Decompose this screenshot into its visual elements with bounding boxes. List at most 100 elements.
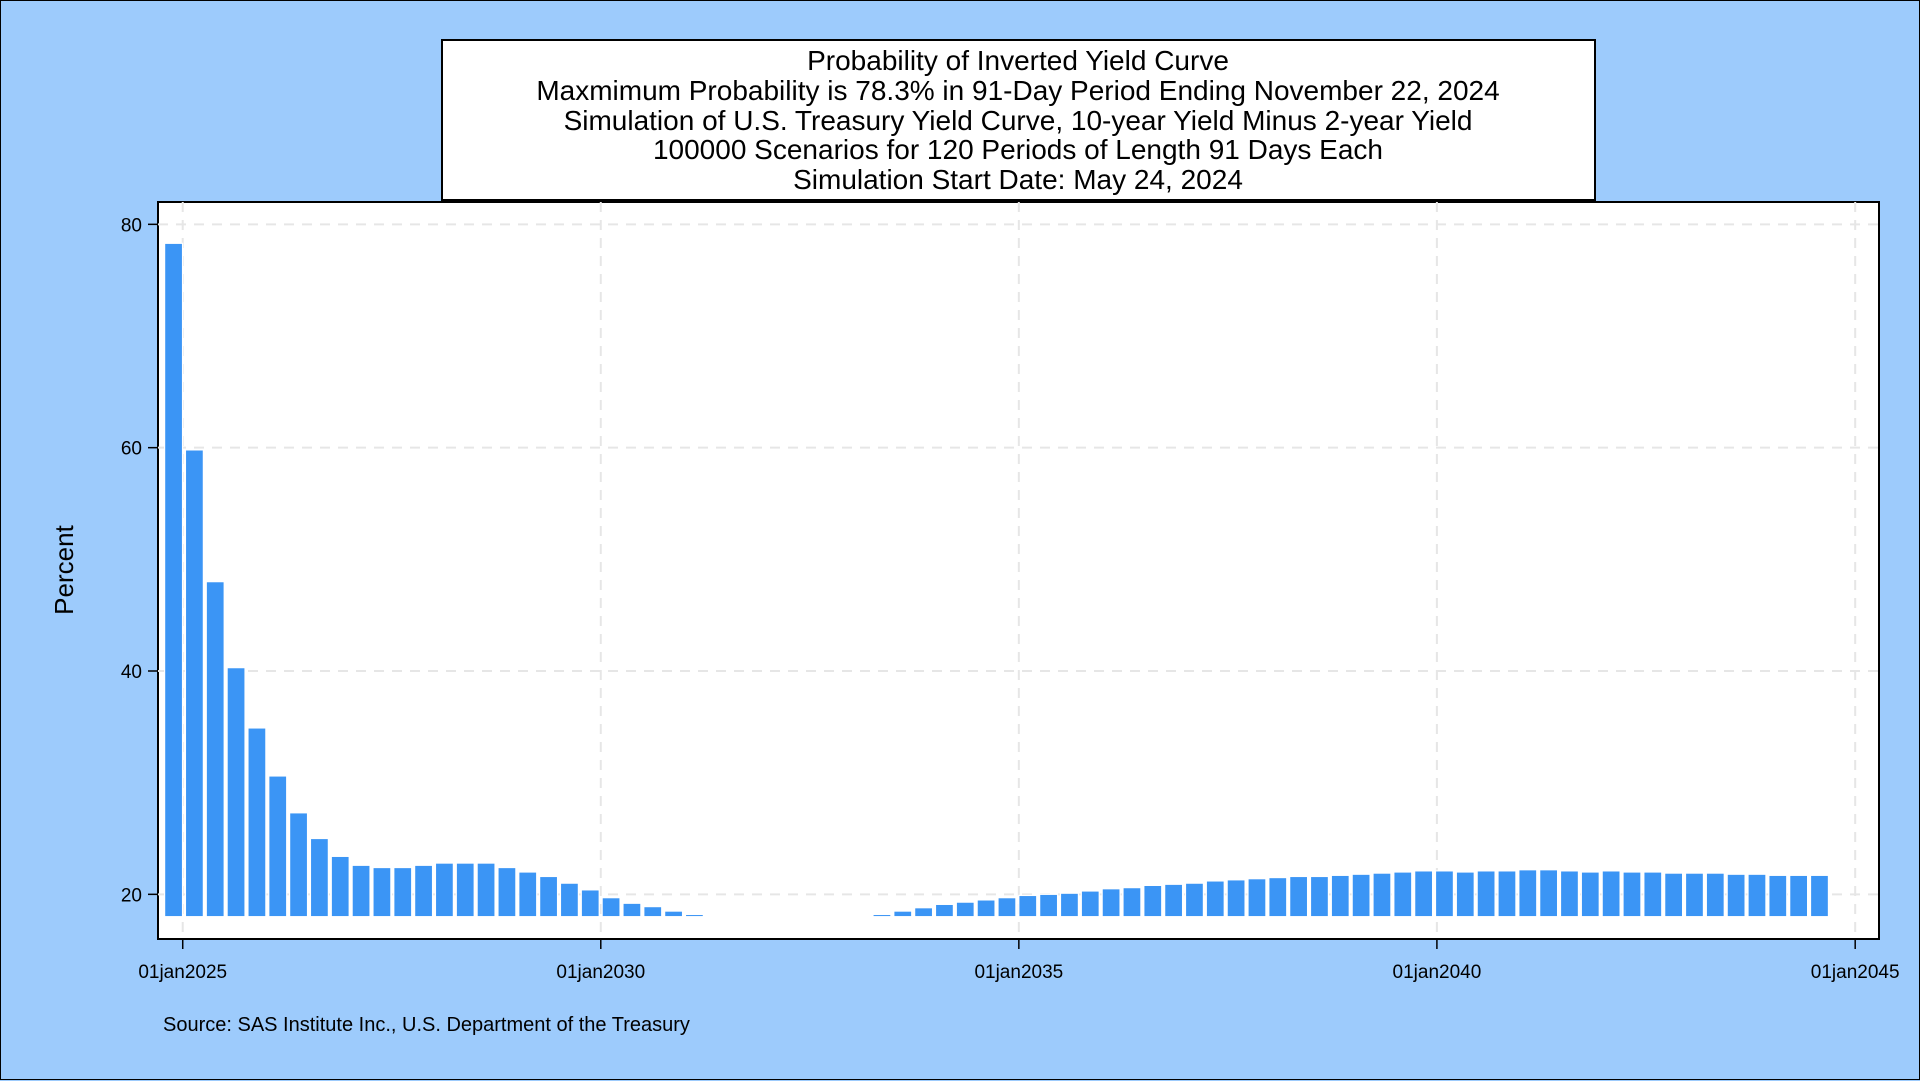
bar xyxy=(622,902,642,918)
bar xyxy=(1580,871,1600,918)
bar xyxy=(1101,888,1121,918)
bar xyxy=(1476,870,1496,918)
bar xyxy=(955,901,975,918)
bar xyxy=(1164,883,1184,918)
bar xyxy=(684,913,704,918)
bar xyxy=(559,882,579,918)
bar xyxy=(1309,875,1330,918)
bar xyxy=(1518,869,1538,918)
bar xyxy=(768,915,788,918)
bar xyxy=(1705,872,1725,918)
bar xyxy=(1039,893,1059,918)
bar xyxy=(601,897,621,918)
bar xyxy=(1059,892,1079,918)
bar xyxy=(184,449,204,918)
bar xyxy=(1726,873,1746,918)
bar xyxy=(1268,876,1288,918)
bar xyxy=(997,897,1017,918)
bar xyxy=(1684,872,1705,918)
y-axis-label: Percent xyxy=(49,524,79,614)
chart-subtitle-4: Simulation Start Date: May 24, 2024 xyxy=(793,164,1243,195)
chart-subtitle-3: 100000 Scenarios for 120 Periods of Leng… xyxy=(653,134,1383,165)
bar xyxy=(1289,875,1309,918)
bar xyxy=(1018,894,1038,918)
bar xyxy=(1393,871,1413,918)
bar xyxy=(372,866,392,918)
bar xyxy=(580,889,600,918)
bar xyxy=(934,903,954,918)
y-tick-label: 40 xyxy=(121,662,142,683)
x-tick-label: 01jan2035 xyxy=(974,962,1063,983)
bars xyxy=(164,242,1830,918)
bar xyxy=(414,864,434,918)
bar xyxy=(351,864,371,918)
title-box: Probability of Inverted Yield Curve Maxm… xyxy=(441,39,1596,201)
bar xyxy=(1559,870,1580,918)
y-tick-label: 80 xyxy=(121,215,142,236)
bar xyxy=(1643,871,1663,918)
bar xyxy=(809,915,829,918)
bar xyxy=(434,862,454,918)
bar xyxy=(455,862,475,918)
bar xyxy=(643,906,663,918)
x-tick-label: 01jan2045 xyxy=(1811,962,1900,983)
bar xyxy=(1539,869,1559,918)
bar xyxy=(1768,874,1788,918)
bar xyxy=(830,915,850,918)
y-tick-label: 20 xyxy=(121,885,142,906)
bar xyxy=(309,837,329,918)
bar xyxy=(1184,882,1205,918)
bar xyxy=(893,910,913,918)
bar xyxy=(1372,872,1392,918)
y-tick-label: 60 xyxy=(121,439,142,460)
bar xyxy=(226,667,246,918)
bar xyxy=(1789,874,1809,918)
bar xyxy=(164,242,184,918)
bar xyxy=(539,875,559,918)
bar xyxy=(1809,874,1830,918)
x-tick-label: 01jan2025 xyxy=(138,962,227,983)
bar xyxy=(247,727,267,918)
title-box-border xyxy=(441,39,1596,201)
source-note: Source: SAS Institute Inc., U.S. Departm… xyxy=(163,1014,690,1036)
bar xyxy=(1330,874,1350,918)
chart-subtitle-1: Maxmimum Probability is 78.3% in 91-Day … xyxy=(536,75,1499,106)
bar xyxy=(476,862,496,918)
bar xyxy=(664,910,684,918)
bar xyxy=(789,915,809,918)
bar xyxy=(1434,870,1455,918)
x-tick-label: 01jan2040 xyxy=(1393,962,1482,983)
bar xyxy=(851,914,871,918)
bar xyxy=(1622,871,1642,918)
bar xyxy=(1122,887,1142,918)
bar xyxy=(330,855,350,918)
bar xyxy=(205,581,225,918)
bar xyxy=(1351,873,1371,918)
bar xyxy=(726,915,746,918)
bar xyxy=(872,913,892,918)
bar xyxy=(1455,871,1475,918)
bar xyxy=(268,775,288,918)
chart-title: Probability of Inverted Yield Curve xyxy=(807,45,1229,76)
bar xyxy=(1226,879,1246,918)
bar xyxy=(747,915,767,918)
bar xyxy=(1143,884,1163,918)
bar xyxy=(1601,870,1621,918)
bar xyxy=(289,812,309,918)
x-tick-label: 01jan2030 xyxy=(556,962,645,983)
bar xyxy=(518,871,538,918)
bar xyxy=(1747,873,1767,918)
bar xyxy=(1080,890,1100,918)
bar xyxy=(1205,880,1225,918)
bar xyxy=(1414,870,1434,918)
bar xyxy=(705,914,725,918)
bar xyxy=(1247,878,1267,918)
bar xyxy=(976,899,996,918)
bar xyxy=(914,907,934,918)
x-axis: 01jan2025 01jan2030 01jan2035 01jan2040 01ja… xyxy=(138,939,1900,983)
bar xyxy=(393,866,413,918)
chart-subtitle-2: Simulation of U.S. Treasury Yield Curve,… xyxy=(564,105,1473,136)
y-axis: 20 40 60 80 xyxy=(121,215,158,906)
